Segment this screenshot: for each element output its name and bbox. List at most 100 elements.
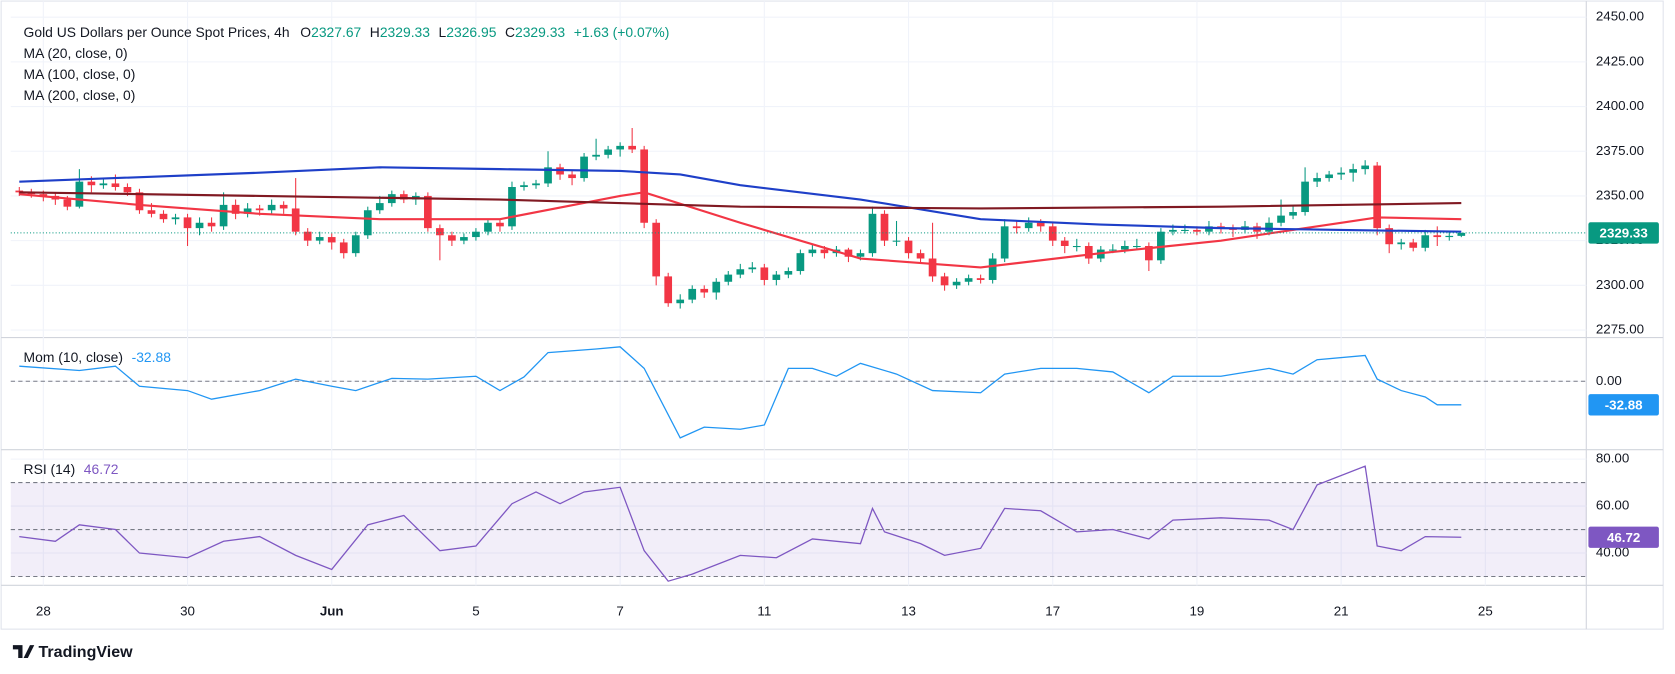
- candle-body: [844, 249, 853, 257]
- x-tick-label: 21: [1334, 604, 1349, 619]
- candle-body: [1385, 228, 1394, 245]
- candle-body: [868, 213, 877, 254]
- candle-body: [628, 145, 636, 150]
- candle-body: [135, 192, 144, 211]
- candle-body: [171, 217, 180, 220]
- candle-body: [1108, 249, 1117, 251]
- candle-body: [460, 237, 468, 241]
- y-tick-label: 2400.00: [1596, 98, 1644, 113]
- candle-body: [508, 187, 516, 227]
- candle-body: [375, 203, 384, 211]
- indicator-value: -32.88: [132, 349, 172, 365]
- candle-body: [1000, 226, 1009, 259]
- price-badge: [1588, 222, 1659, 244]
- quote-value: 2329.33: [380, 24, 430, 40]
- candle-body: [820, 249, 829, 254]
- candle-body: [159, 213, 168, 220]
- y-tick-label: 2275.00: [1596, 322, 1644, 337]
- candle-body: [1048, 226, 1057, 241]
- quote-value: 2326.95: [446, 24, 496, 40]
- indicator-name: RSI (14): [24, 461, 76, 477]
- candle-body: [568, 174, 576, 179]
- x-tick-label: 28: [36, 604, 51, 619]
- quote-label: O: [300, 24, 311, 40]
- candle-body: [496, 222, 504, 227]
- x-tick-label: 17: [1045, 604, 1060, 619]
- candle-body: [784, 271, 793, 275]
- candle-body: [796, 253, 805, 272]
- candle-body: [1433, 235, 1442, 238]
- candle-body: [928, 258, 937, 277]
- indicator-value: 46.72: [84, 461, 119, 477]
- y-tick-label: 60.00: [1596, 498, 1629, 513]
- x-tick-label: 11: [757, 604, 771, 619]
- candle-body: [231, 204, 240, 214]
- candle-body: [1397, 242, 1406, 245]
- candle-body: [39, 194, 48, 196]
- candle-body: [532, 183, 540, 186]
- candle-body: [255, 208, 264, 211]
- candle-body: [1349, 169, 1357, 173]
- candle-body: [243, 208, 252, 214]
- indicator-last-label: -32.88: [1605, 397, 1643, 412]
- candle-body: [219, 204, 228, 227]
- candle-body: [1457, 232, 1466, 236]
- brand: TradingView: [39, 643, 134, 661]
- candle-body: [195, 222, 204, 229]
- candle-body: [1024, 222, 1033, 229]
- candle-body: [147, 210, 156, 214]
- candle-body: [604, 149, 612, 155]
- candle-body: [351, 235, 360, 254]
- candle-body: [688, 288, 697, 300]
- candle-body: [880, 213, 889, 241]
- candle-body: [952, 281, 961, 286]
- y-tick-label: 2375.00: [1596, 143, 1644, 158]
- quote-value: 2327.67: [311, 24, 361, 40]
- candle-body: [724, 274, 733, 282]
- legend-entry: MA (100, close, 0): [24, 66, 136, 82]
- candle-body: [1169, 229, 1177, 232]
- legend-entry: MA (20, close, 0): [24, 45, 128, 61]
- candle-body: [1193, 229, 1201, 232]
- candle-body: [183, 217, 192, 229]
- candle-body: [1373, 165, 1382, 229]
- candle-body: [472, 231, 480, 238]
- candle-body: [892, 240, 901, 242]
- y-tick-label: 0.00: [1596, 373, 1622, 388]
- candle-body: [616, 145, 624, 150]
- candle-body: [760, 267, 769, 280]
- indicator-last-label: 46.72: [1607, 530, 1640, 545]
- candle-body: [520, 185, 528, 188]
- y-tick-label: 40.00: [1596, 545, 1629, 560]
- candle-body: [267, 204, 276, 211]
- candle-body: [1205, 226, 1213, 232]
- y-tick-label: 2350.00: [1596, 187, 1644, 202]
- candle-body: [424, 195, 432, 229]
- candle-body: [363, 210, 372, 236]
- candle-body: [339, 242, 348, 254]
- candle-body: [904, 240, 913, 254]
- y-tick-label: 2300.00: [1596, 277, 1644, 292]
- indicator-line: [19, 346, 1462, 439]
- candle-body: [712, 281, 721, 293]
- x-tick-label: 13: [901, 604, 916, 619]
- candle-body: [315, 237, 324, 241]
- candle-body: [1181, 229, 1189, 231]
- candle-body: [63, 199, 72, 207]
- candle-body: [580, 156, 588, 179]
- last-price-label: 2329.33: [1600, 225, 1648, 240]
- legend-header: Gold US Dollars per Ounce Spot Prices, 4…: [24, 24, 670, 40]
- quote-label: C: [505, 24, 515, 40]
- candle-body: [1036, 222, 1045, 227]
- candle-body: [87, 181, 96, 186]
- quote-label: L: [439, 24, 447, 40]
- candle-body: [1409, 242, 1418, 248]
- candle-body: [1145, 246, 1153, 261]
- value-badge: [1588, 526, 1659, 548]
- candle-body: [1060, 240, 1069, 247]
- candle-body: [856, 253, 865, 257]
- indicator-line: [19, 465, 1462, 582]
- y-tick-label: 80.00: [1596, 451, 1629, 466]
- chart-title: Gold US Dollars per Ounce Spot Prices, 4…: [24, 24, 290, 40]
